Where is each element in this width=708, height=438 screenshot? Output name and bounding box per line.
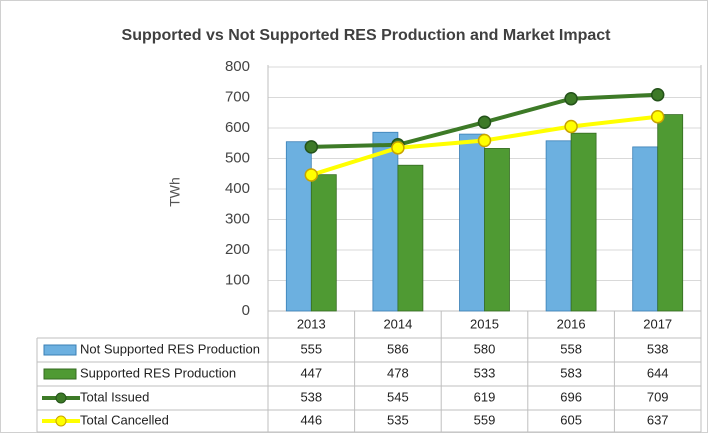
table-value: 555	[300, 341, 322, 356]
table-value: 580	[474, 341, 496, 356]
legend-key	[55, 415, 67, 427]
legend-label: Total Cancelled	[80, 412, 169, 427]
chart-title: Supported vs Not Supported RES Productio…	[122, 27, 612, 44]
table-value: 559	[474, 412, 496, 427]
marker	[304, 168, 319, 182]
table-value: 538	[300, 389, 322, 404]
bar	[285, 141, 312, 312]
table-value: 446	[300, 412, 322, 427]
y-tick-label: 0	[242, 302, 250, 319]
table-value: 696	[560, 389, 582, 404]
table-value: 619	[474, 389, 496, 404]
bar	[310, 174, 337, 312]
y-tick-label: 300	[225, 210, 250, 227]
marker	[477, 133, 492, 148]
table-value: 545	[387, 389, 409, 404]
bar	[372, 131, 399, 312]
table-value: 605	[560, 412, 582, 427]
table-value: 583	[560, 365, 582, 380]
x-tick-label: 2014	[383, 316, 412, 331]
y-tick-label: 600	[225, 119, 250, 136]
y-tick-label: 200	[225, 241, 250, 258]
table-value: 558	[560, 341, 582, 356]
table-value: 709	[647, 389, 669, 404]
bar	[570, 132, 597, 312]
bar	[484, 148, 510, 312]
table-value: 447	[300, 365, 322, 380]
y-tick-label: 400	[225, 180, 250, 197]
marker	[650, 88, 665, 102]
x-tick-label: 2015	[470, 316, 499, 331]
bar	[459, 133, 485, 312]
table-value: 478	[387, 365, 409, 380]
legend-key	[43, 368, 77, 380]
x-tick-label: 2013	[297, 316, 326, 331]
y-tick-label: 500	[225, 149, 250, 166]
marker	[650, 109, 665, 124]
marker	[564, 91, 578, 106]
marker	[391, 141, 405, 155]
table-value: 644	[647, 365, 669, 380]
bar	[632, 146, 659, 312]
legend-label: Total Issued	[80, 389, 149, 404]
x-tick-label: 2016	[557, 316, 586, 331]
table-value: 586	[387, 341, 409, 356]
marker	[564, 119, 578, 134]
y-axis-label: TWh	[167, 177, 183, 207]
table-value: 533	[474, 365, 496, 380]
marker	[304, 140, 319, 154]
bar	[657, 114, 684, 312]
x-tick-label: 2017	[643, 316, 672, 331]
marker	[477, 115, 492, 129]
legend-label: Supported RES Production	[80, 365, 236, 380]
legend-key	[43, 344, 77, 356]
table-value: 637	[647, 412, 669, 427]
table-value: 535	[387, 412, 409, 427]
y-tick-label: 700	[225, 88, 250, 105]
legend-label: Not Supported RES Production	[80, 341, 260, 356]
y-tick-label: 800	[225, 58, 250, 75]
table-value: 538	[647, 341, 669, 356]
bar	[545, 140, 572, 312]
legend-key	[55, 392, 67, 404]
bar	[397, 164, 424, 312]
y-tick-label: 100	[225, 271, 250, 288]
